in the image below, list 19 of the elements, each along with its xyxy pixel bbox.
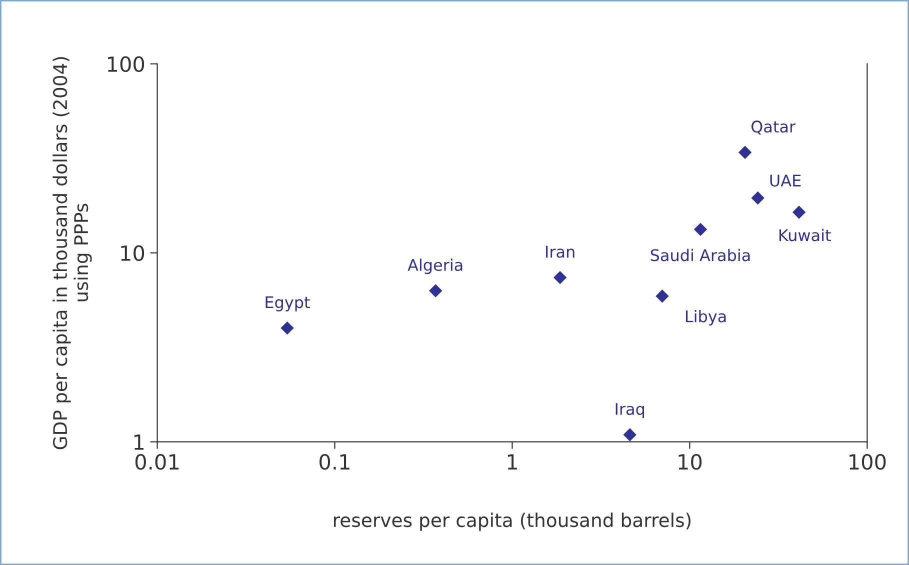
annotation: Saudi Arabia — [650, 248, 750, 262]
x-tick-label: 100 — [850, 454, 886, 470]
x-tick-label: 0.1 — [320, 454, 350, 470]
annotation: Iraq — [616, 403, 644, 418]
annotation: Qatar — [751, 120, 796, 134]
y-tick-label: 1 — [134, 434, 144, 450]
y-axis-title: GDP per capita in thousand dollars (2004) using PPPs — [52, 57, 92, 450]
annotation: Egypt — [266, 296, 310, 312]
x-tick-label: 10 — [678, 454, 702, 470]
annotation: Iran — [546, 246, 574, 258]
x-tick-label: 0.01 — [135, 454, 179, 470]
annotation: Kuwait — [779, 228, 831, 242]
y-tick-label: 100 — [108, 56, 144, 72]
annotation: Libya — [686, 310, 726, 326]
annotation: UAE — [770, 174, 801, 187]
annotation: Algeria — [408, 258, 462, 274]
x-axis-title: reserves per capita (thousand barrels) — [334, 512, 691, 531]
x-tick-label: 1 — [508, 454, 517, 470]
y-tick-label: 10 — [121, 245, 144, 262]
